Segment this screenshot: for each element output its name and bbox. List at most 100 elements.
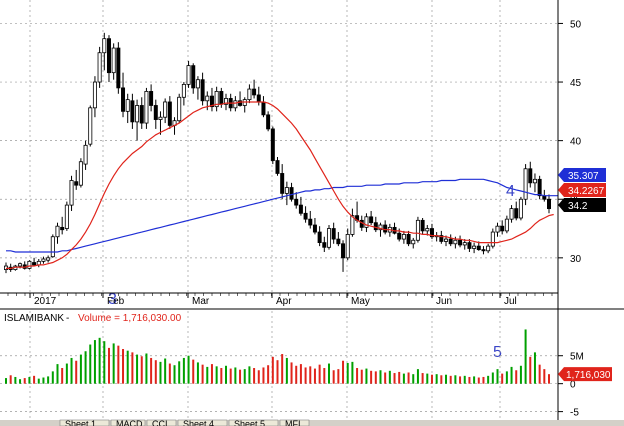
volume-bar: [145, 353, 148, 384]
volume-bar: [253, 368, 256, 384]
volume-bar: [346, 362, 349, 384]
volume-bar: [435, 374, 438, 384]
volume-bar: [356, 368, 359, 384]
price-tags: 35.307 34.2267 34.2: [558, 168, 606, 212]
volume-bar: [477, 377, 480, 384]
volume-bar: [412, 374, 415, 384]
volume-bar: [182, 357, 185, 384]
candle-body: [373, 222, 378, 231]
time-tick-label: Mar: [192, 296, 210, 307]
volume-bar: [225, 365, 228, 384]
volume-bar: [374, 371, 377, 384]
volume-bar: [239, 369, 242, 384]
candle-body: [467, 242, 472, 249]
volume-bar: [257, 370, 260, 384]
volume-bars: [5, 329, 550, 384]
candle-body: [444, 238, 449, 242]
volume-bar: [178, 361, 181, 384]
volume-bar: [449, 375, 452, 384]
candle-body: [144, 91, 149, 124]
volume-bar: [398, 371, 401, 384]
price-tag-box: [558, 183, 606, 197]
candle-body: [547, 198, 552, 210]
price-tag-box: [558, 168, 606, 182]
volume-bar: [89, 344, 92, 384]
candle-body: [504, 218, 509, 232]
candle-body: [532, 178, 537, 184]
candle-body: [476, 245, 481, 251]
wave-label-4: 4: [506, 183, 515, 200]
volume-bar: [112, 343, 115, 384]
volume-bar: [220, 368, 223, 384]
candle-body: [41, 258, 46, 262]
volume-bar: [299, 364, 302, 384]
volume-bar: [524, 329, 527, 384]
candle-body: [298, 204, 303, 214]
volume-bar: [482, 376, 485, 384]
wave-label-5: 5: [493, 344, 502, 361]
volume-bar: [323, 368, 326, 384]
candle-body: [106, 38, 111, 74]
sheet-tabs[interactable]: Sheet 1 MACD CCI Sheet 4 Sheet 5 MFI: [0, 419, 624, 426]
candle-body: [289, 187, 294, 200]
volume-bar: [337, 369, 340, 384]
volume-bar: [384, 372, 387, 384]
price-candles: [4, 32, 552, 274]
volume-bar: [215, 366, 218, 384]
candle-body: [214, 91, 219, 108]
candle-body: [350, 215, 355, 235]
volume-bar: [342, 360, 345, 384]
time-axis-ticks: 2017 Feb Mar Apr May Jun Jul: [7, 293, 553, 307]
candle-body: [514, 208, 519, 219]
candle-body: [46, 257, 51, 261]
price-pane[interactable]: 3 4 5: [0, 0, 559, 361]
price-tick-label: 30: [570, 254, 582, 265]
volume-bar: [164, 358, 167, 384]
volume-bar: [47, 376, 50, 384]
candle-body: [121, 87, 126, 112]
sheet-tab-label: CCI: [152, 419, 168, 426]
candle-body: [401, 233, 406, 240]
volume-bar: [5, 378, 7, 384]
sheet-tab-label: MFI: [285, 419, 301, 426]
candle-body: [364, 216, 369, 228]
volume-bar: [402, 373, 405, 384]
candle-body: [294, 198, 299, 206]
volume-bar: [290, 362, 293, 384]
volume-axis-ticks: 5M 0 -5 1,716,030: [558, 352, 612, 419]
moving-average-red: [6, 101, 554, 269]
volume-bar: [440, 375, 443, 384]
volume-bar: [529, 356, 532, 384]
candle-body: [209, 95, 214, 108]
volume-bar: [459, 376, 462, 384]
volume-bar: [93, 340, 96, 384]
volume-bar: [159, 361, 162, 384]
volume-bar: [131, 352, 134, 384]
candle-body: [345, 233, 350, 259]
candle-body: [420, 219, 425, 232]
volume-bar: [51, 371, 54, 384]
candle-body: [186, 65, 191, 85]
volume-bar: [19, 379, 22, 384]
candle-body: [397, 232, 402, 240]
candle-body: [247, 88, 252, 101]
volume-bar: [37, 378, 40, 384]
volume-bar: [14, 376, 17, 384]
candle-body: [336, 238, 341, 245]
volume-value-tag-label: 1,716,030: [566, 370, 611, 381]
volume-bar: [318, 364, 321, 384]
sheet-tab-label: Sheet 4: [183, 419, 214, 426]
volume-pane[interactable]: ISLAMIBANK - Volume = 1,716,030.00: [0, 311, 558, 420]
volume-bar: [9, 375, 12, 384]
volume-bar: [510, 366, 513, 384]
candle-body: [490, 231, 495, 247]
candle-body: [167, 101, 172, 126]
candle-body: [205, 95, 210, 102]
volume-bar: [505, 371, 508, 384]
volume-bar: [271, 356, 274, 384]
volume-bar: [267, 365, 270, 384]
candle-body: [78, 161, 83, 186]
moving-average-blue: [6, 178, 559, 253]
volume-bar: [351, 361, 354, 384]
volume-bar: [416, 369, 419, 384]
